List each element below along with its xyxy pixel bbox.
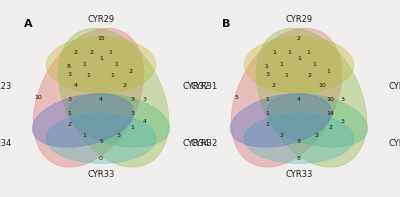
Text: 3: 3 (130, 111, 134, 116)
Text: 2: 2 (122, 83, 126, 88)
Ellipse shape (33, 28, 144, 167)
Text: 3: 3 (341, 97, 345, 102)
Text: 4: 4 (74, 83, 78, 88)
Text: 4: 4 (143, 119, 147, 124)
Text: 2: 2 (280, 133, 284, 138)
Text: 2: 2 (129, 69, 133, 74)
Text: 1: 1 (266, 122, 270, 127)
Ellipse shape (266, 94, 368, 147)
Text: 1: 1 (82, 62, 86, 67)
Text: 5: 5 (234, 95, 238, 100)
Text: 8: 8 (297, 156, 301, 161)
Text: 2: 2 (68, 122, 72, 127)
Text: 1: 1 (108, 50, 112, 55)
Text: CYR31: CYR31 (388, 82, 400, 91)
Ellipse shape (32, 94, 134, 147)
Text: 1: 1 (86, 73, 90, 78)
Text: 1: 1 (280, 62, 284, 67)
Text: 1: 1 (288, 50, 292, 55)
Text: 3: 3 (116, 133, 120, 138)
Text: 2: 2 (90, 50, 94, 55)
Text: 2: 2 (297, 36, 301, 41)
Text: CYR33: CYR33 (285, 170, 313, 179)
Text: CYR23: CYR23 (0, 82, 12, 91)
Text: 1: 1 (272, 50, 276, 55)
Text: 1: 1 (99, 56, 103, 61)
Text: 1: 1 (264, 64, 268, 69)
Text: 1: 1 (327, 69, 331, 74)
Text: 3: 3 (266, 72, 270, 77)
Text: 1: 1 (306, 50, 310, 55)
Text: 1: 1 (297, 56, 301, 61)
Text: 1: 1 (313, 62, 316, 67)
Text: 4: 4 (99, 97, 103, 102)
Text: 1: 1 (115, 62, 119, 67)
Text: 1: 1 (68, 111, 72, 116)
Text: 3: 3 (68, 72, 72, 77)
Text: 5: 5 (99, 139, 103, 144)
Text: CYR29: CYR29 (286, 15, 312, 24)
Text: B: B (222, 20, 231, 30)
Text: 1: 1 (130, 125, 134, 130)
Text: 15: 15 (97, 36, 105, 41)
Text: 8: 8 (66, 64, 70, 69)
Text: 1: 1 (110, 73, 114, 78)
Text: 1: 1 (266, 97, 270, 102)
Text: 2: 2 (308, 73, 312, 78)
Ellipse shape (231, 28, 342, 167)
Text: CYR34: CYR34 (182, 139, 210, 148)
Ellipse shape (46, 37, 156, 93)
Text: 3: 3 (130, 97, 134, 102)
Text: A: A (24, 20, 33, 30)
Ellipse shape (58, 28, 169, 167)
Text: 10: 10 (34, 95, 42, 100)
Ellipse shape (244, 37, 354, 93)
Text: CYR32: CYR32 (388, 139, 400, 148)
Text: 3: 3 (68, 97, 72, 102)
Text: 2: 2 (328, 125, 332, 130)
Text: 10: 10 (318, 83, 326, 88)
Text: 2: 2 (74, 50, 78, 55)
Text: 0: 0 (99, 156, 103, 161)
Text: CYR34: CYR34 (0, 139, 12, 148)
Text: CYR31: CYR31 (190, 82, 218, 91)
Text: CYR33: CYR33 (87, 170, 115, 179)
Text: 10: 10 (326, 97, 334, 102)
Text: 2: 2 (314, 133, 318, 138)
Ellipse shape (46, 113, 156, 164)
Ellipse shape (256, 28, 367, 167)
Text: 4: 4 (297, 97, 301, 102)
Ellipse shape (68, 94, 170, 147)
Ellipse shape (244, 113, 354, 164)
Text: CYR32: CYR32 (182, 82, 210, 91)
Text: 1: 1 (266, 111, 270, 116)
Text: 2: 2 (272, 83, 276, 88)
Text: 14: 14 (326, 111, 334, 116)
Text: 1: 1 (284, 73, 288, 78)
Text: CYR32: CYR32 (190, 139, 218, 148)
Ellipse shape (230, 94, 332, 147)
Text: 3: 3 (297, 139, 301, 144)
Text: CYR29: CYR29 (88, 15, 114, 24)
Text: 3: 3 (143, 97, 147, 102)
Text: 1: 1 (82, 133, 86, 138)
Text: 3: 3 (341, 119, 345, 124)
